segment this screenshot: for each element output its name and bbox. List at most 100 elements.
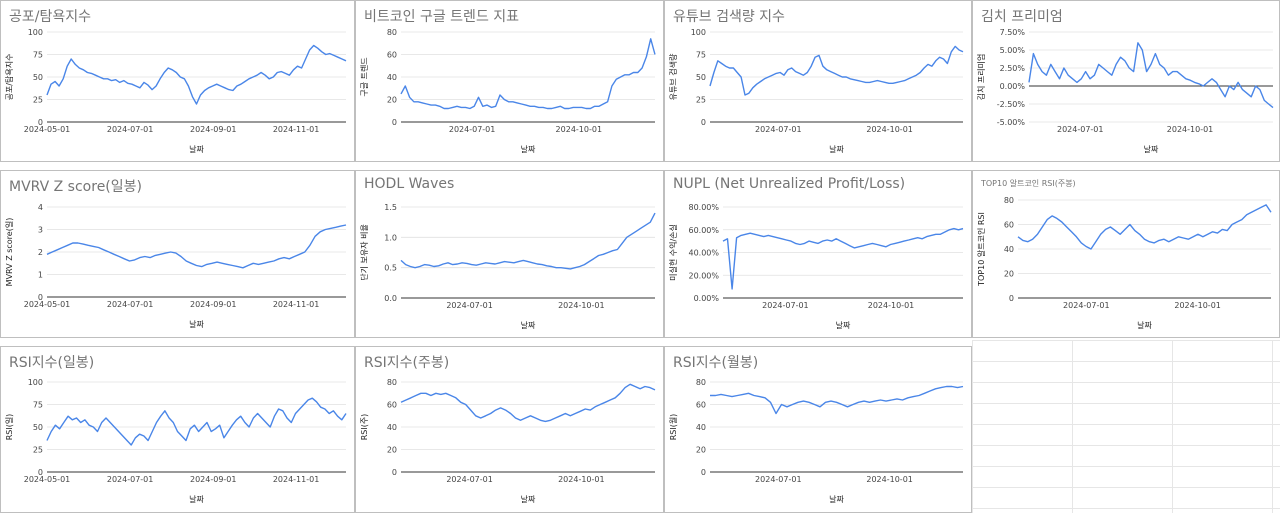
y-tick-label: 2 (38, 248, 43, 257)
y-tick-label: 80 (1004, 196, 1014, 205)
x-tick-label: 2024-11-01 (273, 300, 320, 309)
chart-rsi-monthly[interactable]: RSI지수(월봉) 0 20 40 60 80 2024-07-01 2024-10-01 날… (664, 346, 972, 513)
series-line (400, 38, 656, 110)
y-axis-label: MVRV Z score(일) (5, 218, 14, 287)
x-tick-label: 2024-09-01 (190, 125, 237, 134)
x-tick-label: 2024-07-01 (1057, 125, 1104, 134)
y-tick-label: 4 (38, 203, 43, 212)
y-tick-label: 80.00% (688, 203, 719, 212)
y-tick-label: 0 (38, 118, 43, 127)
x-tick-label: 2024-10-01 (866, 125, 913, 134)
x-axis-label: 날짜 (189, 494, 204, 504)
chart-svg: -5.00% -2.50% 0.00% 2.50% 5.00% 7.50% 2024-07-… (976, 28, 1274, 154)
y-axis-label: 단기 보유자 비율 (359, 224, 369, 281)
series-line (400, 383, 656, 423)
y-tick-label: 40.00% (688, 249, 719, 258)
x-axis-label: 날짜 (521, 144, 536, 154)
y-tick-label: 0 (392, 118, 397, 127)
y-tick-label: 0.0 (384, 294, 397, 303)
x-axis-label: 날짜 (189, 144, 204, 154)
chart-svg: 0.00% 20.00% 40.00% 60.00% 80.00% 2024-07-01 2… (668, 203, 964, 330)
x-tick-label: 2024-10-01 (1174, 301, 1221, 310)
y-tick-label: 0.5 (384, 264, 397, 273)
x-tick-label: 2024-11-01 (273, 475, 320, 484)
x-axis-label: 날짜 (829, 144, 844, 154)
chart-svg: 0 25 50 75 100 2024-05-01 2024-07-01 2024-09-01… (5, 378, 347, 504)
series-line (46, 224, 347, 269)
series-line (709, 45, 964, 96)
x-axis-label: 날짜 (521, 494, 536, 504)
x-tick-label: 2024-05-01 (24, 125, 71, 134)
y-tick-label: 25 (696, 96, 706, 105)
series-line (46, 44, 347, 105)
y-tick-label: 75 (33, 51, 43, 60)
y-tick-label: 0 (38, 293, 43, 302)
chart-fear-greed-index[interactable]: 공포/탐욕지수 0 25 50 75 100 2024-05-01 2024-07-01 20… (0, 0, 355, 162)
chart-nupl[interactable]: NUPL (Net Unrealized Profit/Loss) 0.00% 2… (664, 170, 972, 338)
x-tick-label: 2024-07-01 (449, 125, 496, 134)
x-tick-label: 2024-07-01 (762, 301, 809, 310)
empty-sheet-cells (972, 340, 1280, 513)
chart-title: HODL Waves (364, 176, 455, 192)
chart-title: RSI지수(주봉) (364, 355, 450, 371)
x-tick-label: 2024-10-01 (558, 475, 605, 484)
chart-top10-altcoin-rsi[interactable]: TOP10 알트코인 RSI(주봉) 0 20 40 60 80 2024-07-01 20… (972, 170, 1280, 338)
chart-title: 김치 프리미엄 (981, 9, 1063, 25)
y-tick-label: 80 (387, 28, 397, 37)
x-tick-label: 2024-07-01 (1063, 301, 1110, 310)
chart-svg: 0 20 40 60 80 2024-07-01 2024-10-01 날짜 구글 트렌드 (359, 28, 656, 154)
y-tick-label: 1 (38, 271, 43, 280)
y-tick-label: 3 (38, 226, 43, 235)
y-tick-label: 0.00% (1000, 82, 1026, 91)
y-axis-label: TOP10 알트코인 RSI (976, 212, 986, 287)
series-line (1028, 42, 1274, 109)
y-tick-label: 20 (387, 446, 397, 455)
y-tick-label: 0 (701, 118, 706, 127)
series-line (400, 212, 656, 270)
chart-title: 공포/탐욕지수 (9, 9, 91, 25)
x-tick-label: 2024-09-01 (190, 475, 237, 484)
y-tick-label: 2.50% (1000, 64, 1026, 73)
chart-svg: 0 20 40 60 80 2024-07-01 2024-10-01 날짜 RSI(월) (668, 378, 964, 504)
chart-youtube-search[interactable]: 유튜브 검색량 지수 0 25 50 75 100 2024-07-01 2024-10-0… (664, 0, 972, 162)
x-tick-label: 2024-07-01 (446, 301, 493, 310)
x-tick-label: 2024-10-01 (558, 301, 605, 310)
y-tick-label: -2.50% (997, 100, 1026, 109)
x-tick-label: 2024-09-01 (190, 300, 237, 309)
x-tick-label: 2024-05-01 (24, 475, 71, 484)
y-axis-label: 김치 프리미엄 (976, 54, 986, 101)
y-tick-label: 50 (33, 423, 43, 432)
chart-google-trends[interactable]: 비트코인 구글 트렌드 지표 0 20 40 60 80 2024-07-01 2024-1… (355, 0, 664, 162)
y-tick-label: 1.5 (384, 203, 397, 212)
x-axis-label: 날짜 (189, 319, 204, 329)
chart-title: NUPL (Net Unrealized Profit/Loss) (673, 176, 906, 192)
x-axis-label: 날짜 (1144, 144, 1159, 154)
chart-title: 유튜브 검색량 지수 (673, 9, 785, 25)
y-axis-label: RSI(일) (5, 414, 14, 441)
series-line (1017, 204, 1272, 250)
y-tick-label: 0 (1009, 294, 1014, 303)
x-tick-label: 2024-07-01 (107, 300, 154, 309)
chart-title: RSI지수(일봉) (9, 355, 95, 371)
y-tick-label: 25 (33, 96, 43, 105)
chart-svg: 0 1 2 3 4 2024-05-01 2024-07-01 2024-09-01 2024-… (5, 203, 347, 329)
y-tick-label: 5.00% (1000, 46, 1026, 55)
chart-hodl-waves[interactable]: HODL Waves 0.0 0.5 1.0 1.5 2024-07-01 2024-10… (355, 170, 664, 338)
chart-rsi-daily[interactable]: RSI지수(일봉) 0 25 50 75 100 2024-05-01 2024-07-01… (0, 346, 355, 513)
y-tick-label: 20 (387, 96, 397, 105)
y-tick-label: 40 (696, 423, 706, 432)
chart-mvrv-z-score[interactable]: MVRV Z score(일봉) 0 1 2 3 4 2024-05-01 2024-07-… (0, 170, 355, 338)
y-tick-label: 20 (696, 446, 706, 455)
chart-rsi-weekly[interactable]: RSI지수(주봉) 0 20 40 60 80 2024-07-01 2024-10-01 날… (355, 346, 664, 513)
y-tick-label: 100 (691, 28, 706, 37)
y-tick-label: 20 (1004, 270, 1014, 279)
y-axis-label: RSI(주) (360, 414, 369, 441)
y-axis-label: 유튜브 검색량 (668, 53, 678, 100)
chart-svg: 0 20 40 60 80 2024-07-01 2024-10-01 날짜 TOP10 알트코… (976, 196, 1272, 330)
chart-svg: 0.0 0.5 1.0 1.5 2024-07-01 2024-10-01 날짜 단기 보유자… (359, 203, 656, 330)
y-tick-label: 60 (1004, 221, 1014, 230)
y-tick-label: 100 (28, 28, 43, 37)
series-line (46, 397, 347, 446)
x-axis-label: 날짜 (1137, 320, 1152, 330)
chart-kimchi-premium[interactable]: 김치 프리미엄 -5.00% -2.50% 0.00% 2.50% 5.00% 7.50%… (972, 0, 1280, 162)
